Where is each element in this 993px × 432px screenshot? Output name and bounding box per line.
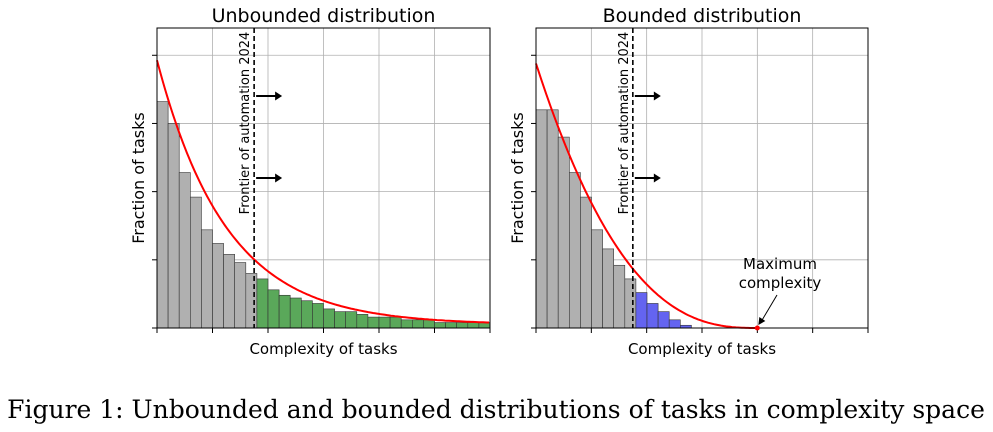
histogram-bar <box>300 300 313 329</box>
histogram-bar <box>389 316 402 329</box>
histogram-bar <box>190 196 202 329</box>
histogram-bar <box>245 273 258 329</box>
histogram-bar <box>378 316 391 329</box>
histogram-bar <box>613 264 626 329</box>
histogram-bar <box>546 109 559 329</box>
histogram-bar <box>467 322 480 329</box>
histogram-bar <box>167 123 180 329</box>
histogram-bar <box>557 136 570 329</box>
histogram-bar <box>178 172 191 329</box>
histogram-bar <box>602 248 614 329</box>
fitted-curve <box>535 63 756 329</box>
histogram-bar <box>591 229 603 329</box>
fitted-curve <box>156 59 489 324</box>
histogram-bar <box>668 319 681 329</box>
max-complexity-point <box>754 325 760 331</box>
histogram-bar <box>289 297 302 329</box>
y-axis-label: Fraction of tasks <box>508 112 527 243</box>
annotation-arrow <box>759 294 778 324</box>
histogram-bar <box>256 278 269 329</box>
histogram-bar <box>223 254 236 329</box>
y-axis-label: Fraction of tasks <box>129 112 148 243</box>
histogram-bar <box>423 319 435 329</box>
histogram-bar <box>367 316 380 329</box>
histogram-bar <box>400 319 413 329</box>
histogram-bar <box>212 243 224 329</box>
histogram-bar <box>156 101 169 329</box>
bounded-chart: Frontier of automation 2024 Bounded distr… <box>508 5 869 358</box>
histogram-bar <box>267 289 280 329</box>
histogram-bar <box>657 311 670 329</box>
histogram-bar <box>234 262 247 329</box>
histogram-bar <box>334 311 347 329</box>
histogram-bar <box>323 308 335 329</box>
histogram-bar <box>535 109 548 329</box>
frontier-label: Frontier of automation 2024 <box>617 32 632 215</box>
annotation-line1: Maximum <box>743 255 817 273</box>
histogram-bar <box>434 322 446 329</box>
histogram-bar <box>201 229 213 329</box>
chart-title: Bounded distribution <box>603 5 802 27</box>
histogram-bar <box>624 278 637 329</box>
histogram-bar <box>345 311 358 329</box>
x-axis-label: Complexity of tasks <box>249 340 397 358</box>
unbounded-chart: Frontier of automation 2024 Unbounded dis… <box>129 5 491 358</box>
histogram-bar <box>445 322 458 329</box>
histogram-bar <box>456 322 469 329</box>
histogram-bar <box>580 196 592 329</box>
histogram-bar <box>635 292 648 329</box>
chart-title: Unbounded distribution <box>212 5 436 27</box>
histogram-bar <box>646 303 659 329</box>
annotation-line2: complexity <box>739 274 822 292</box>
arrow-head <box>275 173 283 183</box>
arrow-head <box>653 91 661 101</box>
histogram-bar <box>312 303 324 329</box>
histogram-bar <box>411 319 424 329</box>
arrow-head <box>275 91 283 101</box>
frontier-label: Frontier of automation 2024 <box>238 32 253 215</box>
figure-caption: Figure 1: Unbounded and bounded distribu… <box>7 395 985 424</box>
arrow-head <box>653 173 661 183</box>
x-axis-label: Complexity of tasks <box>628 340 776 358</box>
histogram-bar <box>278 294 291 329</box>
annotation-arrow-head <box>758 317 766 325</box>
histogram-bar <box>356 314 369 329</box>
histogram-bar <box>568 172 581 329</box>
